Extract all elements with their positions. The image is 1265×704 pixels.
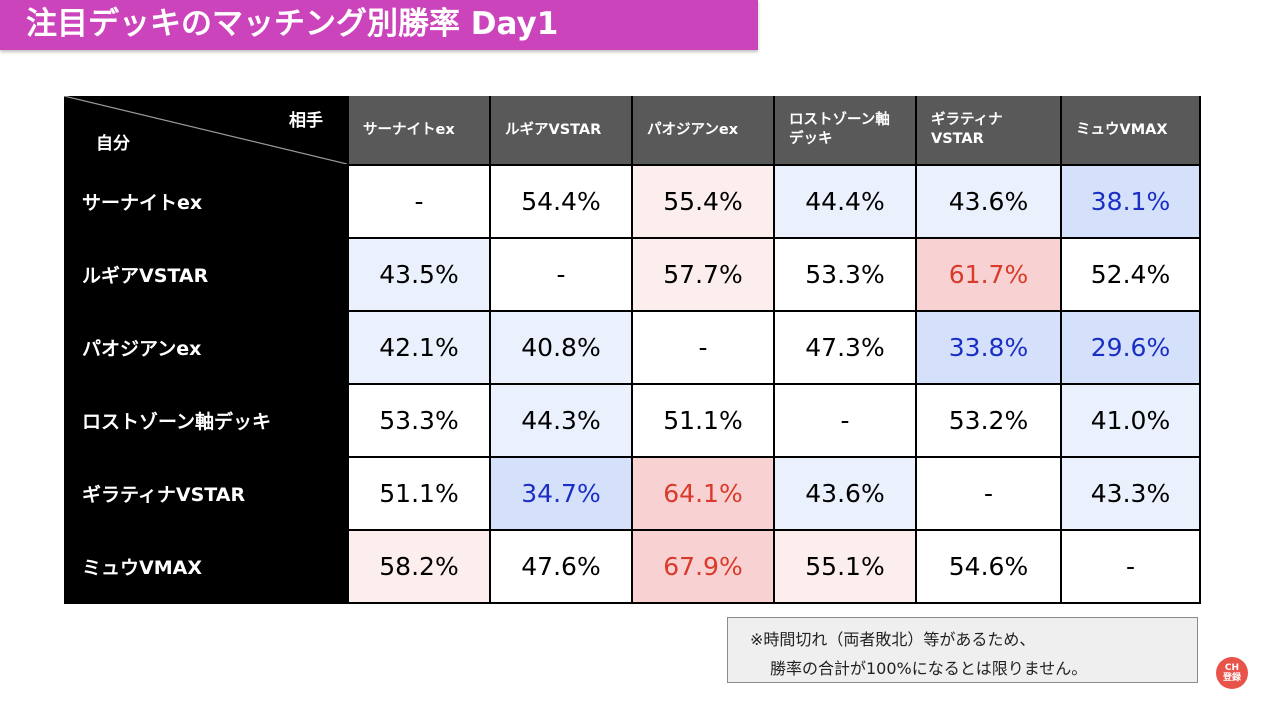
column-header: ミュウVMAX xyxy=(1062,96,1199,164)
win-rate-cell: 44.4% xyxy=(775,166,915,237)
win-rate-matrix: 相手 自分 サーナイトex ルギアVSTAR パオジアンex ロストゾーン軸 デッキギ… xyxy=(64,96,1201,604)
win-rate-cell: 67.9% xyxy=(633,531,773,602)
corner-self-label: 自分 xyxy=(96,134,130,154)
win-rate-cell: - xyxy=(633,312,773,383)
win-rate-cell: 44.3% xyxy=(491,385,631,456)
row-header: ミュウVMAX xyxy=(64,531,347,602)
column-header: パオジアンex xyxy=(633,96,773,164)
win-rate-cell: 43.6% xyxy=(917,166,1060,237)
win-rate-cell: 47.3% xyxy=(775,312,915,383)
win-rate-cell: 43.5% xyxy=(349,239,489,310)
win-rate-cell: 52.4% xyxy=(1062,239,1199,310)
column-header: ギラティナ VSTAR xyxy=(917,96,1060,164)
win-rate-cell: 38.1% xyxy=(1062,166,1199,237)
win-rate-cell: 53.3% xyxy=(775,239,915,310)
matrix-corner: 相手 自分 xyxy=(64,96,347,164)
subscribe-badge-line-1: CH xyxy=(1224,663,1240,673)
win-rate-cell: 53.2% xyxy=(917,385,1060,456)
win-rate-cell: 47.6% xyxy=(491,531,631,602)
win-rate-cell: 51.1% xyxy=(349,458,489,529)
win-rate-cell: - xyxy=(775,385,915,456)
win-rate-cell: - xyxy=(349,166,489,237)
title-banner: 注目デッキのマッチング別勝率 Day1 xyxy=(0,0,758,50)
subscribe-badge[interactable]: CH 登録 xyxy=(1216,657,1248,689)
win-rate-cell: 53.3% xyxy=(349,385,489,456)
win-rate-cell: 43.3% xyxy=(1062,458,1199,529)
corner-opponent-label: 相手 xyxy=(289,111,323,131)
column-header: ルギアVSTAR xyxy=(491,96,631,164)
win-rate-cell: 41.0% xyxy=(1062,385,1199,456)
win-rate-cell: 57.7% xyxy=(633,239,773,310)
win-rate-cell: 58.2% xyxy=(349,531,489,602)
note-line-1: ※時間切れ（両者敗北）等があるため、 xyxy=(750,630,1036,649)
column-header: ロストゾーン軸 デッキ xyxy=(775,96,915,164)
column-header: サーナイトex xyxy=(349,96,489,164)
win-rate-cell: - xyxy=(1062,531,1199,602)
win-rate-cell: 55.1% xyxy=(775,531,915,602)
win-rate-cell: - xyxy=(491,239,631,310)
column-header-label: ロストゾーン軸 デッキ xyxy=(789,112,890,147)
win-rate-cell: 34.7% xyxy=(491,458,631,529)
column-header-label: ルギアVSTAR xyxy=(505,121,602,138)
column-header-label: パオジアンex xyxy=(647,121,739,138)
row-header: ルギアVSTAR xyxy=(64,239,347,310)
win-rate-cell: 43.6% xyxy=(775,458,915,529)
row-header: サーナイトex xyxy=(64,166,347,237)
win-rate-cell: 61.7% xyxy=(917,239,1060,310)
win-rate-cell: 54.4% xyxy=(491,166,631,237)
column-header-label: ミュウVMAX xyxy=(1076,121,1168,138)
page-title: 注目デッキのマッチング別勝率 Day1 xyxy=(26,6,559,42)
note-line-2: 勝率の合計が100%になるとは限りません。 xyxy=(770,659,1088,678)
win-rate-cell: 42.1% xyxy=(349,312,489,383)
subscribe-badge-line-2: 登録 xyxy=(1222,673,1241,683)
win-rate-cell: 40.8% xyxy=(491,312,631,383)
win-rate-cell: 29.6% xyxy=(1062,312,1199,383)
row-header: ロストゾーン軸デッキ xyxy=(64,385,347,456)
win-rate-cell: 54.6% xyxy=(917,531,1060,602)
row-header: ギラティナVSTAR xyxy=(64,458,347,529)
row-header: パオジアンex xyxy=(64,312,347,383)
column-header-label: ギラティナ VSTAR xyxy=(931,112,1003,147)
column-header-label: サーナイトex xyxy=(363,121,455,138)
win-rate-cell: 51.1% xyxy=(633,385,773,456)
note-box: ※時間切れ（両者敗北）等があるため、 勝率の合計が100%になるとは限りません。 xyxy=(727,617,1198,683)
win-rate-cell: 33.8% xyxy=(917,312,1060,383)
win-rate-cell: 64.1% xyxy=(633,458,773,529)
win-rate-cell: 55.4% xyxy=(633,166,773,237)
win-rate-cell: - xyxy=(917,458,1060,529)
